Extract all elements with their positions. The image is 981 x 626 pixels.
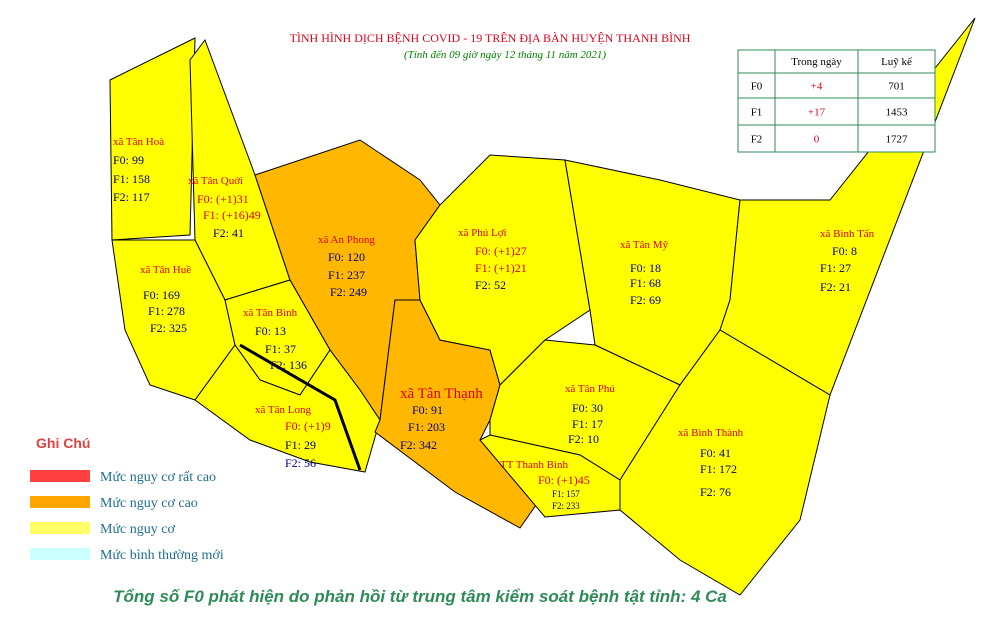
table-cell: 1727 <box>886 134 909 146</box>
commune-stat: F2: 342 <box>400 438 437 452</box>
commune-stat: F0: (+1)45 <box>538 473 590 487</box>
table-cell: 0 <box>814 134 820 146</box>
commune-stat: F1: 172 <box>700 462 737 476</box>
commune-stat: F1: 158 <box>113 172 150 186</box>
commune-stat: F1: (+1)21 <box>475 261 527 275</box>
commune-stat: F0: 169 <box>143 288 180 302</box>
commune-stat: F0: (+1)31 <box>197 192 249 206</box>
table-header: Trong ngày <box>791 56 842 68</box>
commune-name: xã Tân Mỹ <box>620 239 669 251</box>
commune-stat: F2: 41 <box>213 226 244 240</box>
title: TÌNH HÌNH DỊCH BỆNH COVID - 19 TRÊN ĐỊA … <box>290 31 691 45</box>
commune-stat: F2: 325 <box>150 321 187 335</box>
commune-stat: F1: 237 <box>328 268 365 282</box>
commune-name: xã Tân Long <box>255 404 312 416</box>
region <box>194 344 381 473</box>
commune-stat: F2: 117 <box>113 190 150 204</box>
commune-stat: F2: 76 <box>700 485 731 499</box>
table-bg <box>737 49 936 153</box>
commune-stat: F2: 10 <box>568 432 599 446</box>
legend-swatch <box>30 548 90 560</box>
commune-stat: F0: 18 <box>630 261 661 275</box>
region <box>479 434 621 518</box>
commune-name: xã Tân Quới <box>188 175 243 187</box>
commune-stat: F1: 68 <box>630 276 661 290</box>
commune-stat: F2: 69 <box>630 293 661 307</box>
table-cell: F0 <box>751 81 763 93</box>
table-cell: F1 <box>751 107 763 119</box>
summary-table: Trong ngày Luỹ kế F0 +4 701 F1 +17 1453 F2 0 1727 <box>737 49 936 153</box>
footer: Tổng số F0 phát hiện do phản hồi từ trun… <box>113 587 727 606</box>
region <box>109 37 196 241</box>
commune-stat: F1: 37 <box>265 342 296 356</box>
commune-stat: F2: 56 <box>285 456 316 470</box>
commune-stat: F0: (+1)9 <box>285 419 331 433</box>
table-cell: 1453 <box>886 107 909 119</box>
regions <box>109 17 976 596</box>
commune-stat: F1: 203 <box>408 420 445 434</box>
commune-stat: F2: 136 <box>270 358 307 372</box>
legend-title: Ghi Chú <box>36 435 90 451</box>
commune-name: xã Tân Huề <box>140 264 191 276</box>
commune-labels: xã Tân Hoà F0: 99 F1: 158 F2: 117 xã Tân Quớ… <box>113 136 875 511</box>
legend-label: Mức nguy cơ rất cao <box>100 470 216 485</box>
commune-stat: F0: 91 <box>412 403 443 417</box>
commune-stat: F0: 30 <box>572 401 603 415</box>
table-cell: 701 <box>888 81 905 93</box>
commune-stat: F2: 233 <box>552 501 580 511</box>
legend-label: Mức bình thường mới <box>100 548 224 563</box>
commune-stat: F0: (+1)27 <box>475 244 527 258</box>
subtitle: (Tính đến 09 giờ ngày 12 tháng 11 năm 20… <box>404 49 606 61</box>
legend-swatch <box>30 496 90 508</box>
commune-stat: F0: 13 <box>255 324 286 338</box>
table-cell: +4 <box>811 81 823 93</box>
commune-name: xã An Phong <box>318 234 375 246</box>
commune-name: TT Thanh Bình <box>500 459 569 471</box>
commune-stat: F2: 52 <box>475 278 506 292</box>
commune-name: xã Tân Thạnh <box>400 386 483 402</box>
legend-label: Mức nguy cơ <box>100 522 175 537</box>
table-cell: +17 <box>808 107 826 119</box>
commune-stat: F2: 249 <box>330 285 367 299</box>
legend-swatch <box>30 522 90 534</box>
commune-name: xã Tân Bình <box>243 307 298 319</box>
river <box>239 343 362 471</box>
commune-name: xã Tân Hoà <box>113 136 164 148</box>
commune-stat: F1: 17 <box>572 417 603 431</box>
commune-stat: F1: 29 <box>285 438 316 452</box>
commune-name: xã Bình Thành <box>678 427 744 439</box>
commune-stat: F0: 99 <box>113 153 144 167</box>
table-header: Luỹ kế <box>881 56 913 68</box>
table-cell: F2 <box>751 134 763 146</box>
commune-stat: F1: 278 <box>148 304 185 318</box>
commune-stat: F1: 157 <box>552 489 580 499</box>
commune-name: xã Phú Lợi <box>458 227 507 239</box>
legend-swatch <box>30 470 90 482</box>
commune-name: xã Tân Phú <box>565 383 615 395</box>
commune-stat: F1: (+16)49 <box>203 208 261 222</box>
legend-label: Mức nguy cơ cao <box>100 496 198 511</box>
commune-stat: F2: 21 <box>820 280 851 294</box>
commune-stat: F0: 120 <box>328 250 365 264</box>
commune-name: xã Bình Tấn <box>820 228 875 240</box>
commune-stat: F0: 8 <box>832 244 857 258</box>
commune-stat: F1: 27 <box>820 261 851 275</box>
commune-stat: F0: 41 <box>700 446 731 460</box>
legend: Mức nguy cơ rất cao Mức nguy cơ cao Mức ng… <box>30 470 224 563</box>
